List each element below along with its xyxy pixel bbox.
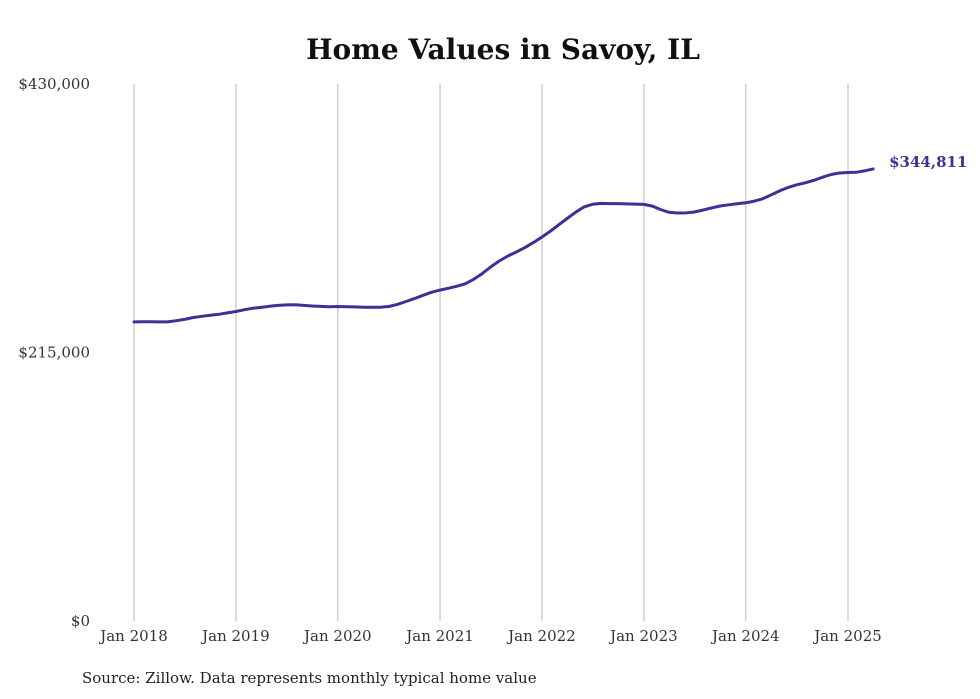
latest-value-label: $344,811 [889,153,967,171]
gridlines [133,84,849,621]
chart-title: Home Values in Savoy, IL [306,33,700,66]
x-tick-label: Jan 2019 [200,627,270,645]
x-tick-label: Jan 2024 [710,627,780,645]
series-line [132,167,875,324]
y-tick-label: $0 [71,612,90,630]
x-tick-label: Jan 2020 [302,627,372,645]
y-axis-ticks: $0 $215,000 $430,000 [18,75,90,630]
x-tick-label: Jan 2023 [608,627,678,645]
y-tick-label: $215,000 [18,344,90,362]
x-tick-label: Jan 2025 [812,627,882,645]
x-tick-label: Jan 2021 [404,627,474,645]
source-note: Source: Zillow. Data represents monthly … [82,669,537,687]
x-tick-label: Jan 2018 [98,627,168,645]
x-axis-ticks: Jan 2018 Jan 2019 Jan 2020 Jan 2021 Jan 2022… [98,627,882,645]
y-tick-label: $430,000 [18,75,90,93]
x-tick-label: Jan 2022 [506,627,576,645]
